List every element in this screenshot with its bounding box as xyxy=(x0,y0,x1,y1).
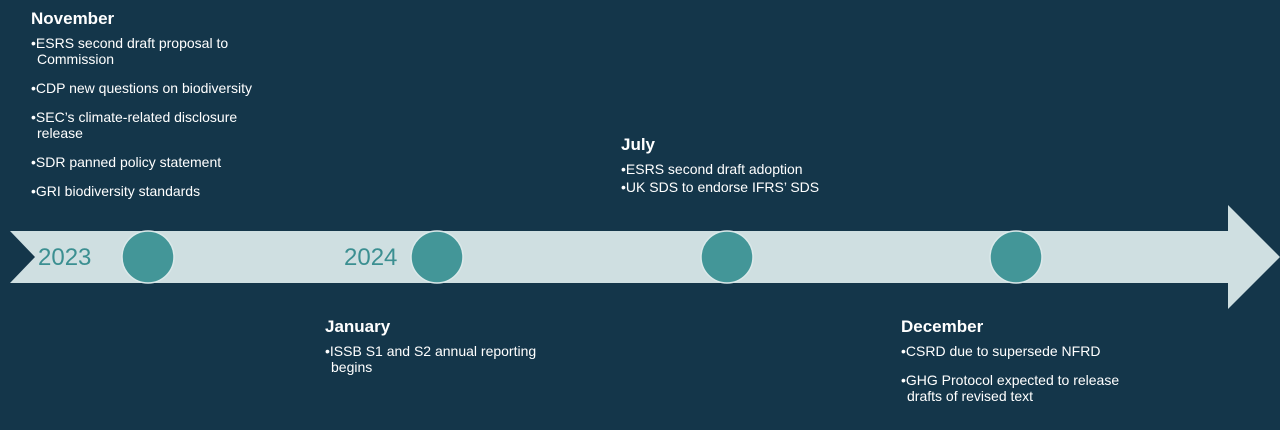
list-item: GHG Protocol expected to release drafts … xyxy=(901,372,1146,404)
event-july-title: July xyxy=(621,135,656,154)
event-july: July ESRS second draft adoption UK SDS t… xyxy=(621,135,881,197)
list-item: GRI biodiversity standards xyxy=(31,183,281,199)
event-january-title: January xyxy=(325,317,391,336)
list-item: CSRD due to supersede NFRD xyxy=(901,343,1146,359)
event-november-list: ESRS second draft proposal to Commission… xyxy=(31,35,281,199)
event-november-title: November xyxy=(31,9,115,28)
event-december-title: December xyxy=(901,317,984,336)
list-item: SDR panned policy statement xyxy=(31,154,281,170)
list-item: ESRS second draft adoption xyxy=(621,161,881,177)
event-january: January ISSB S1 and S2 annual reporting … xyxy=(325,317,565,388)
timeline-marker-january xyxy=(410,230,464,284)
timeline-arrow-shape xyxy=(10,205,1280,309)
list-item: UK SDS to endorse IFRS’ SDS xyxy=(621,179,881,195)
year-label-2024: 2024 xyxy=(344,244,398,271)
timeline-marker-november xyxy=(121,230,175,284)
timeline-marker-july xyxy=(700,230,754,284)
list-item: ISSB S1 and S2 annual reporting begins xyxy=(325,343,565,375)
event-july-list: ESRS second draft adoption UK SDS to end… xyxy=(621,161,881,195)
list-item: SEC’s climate-related disclosure release xyxy=(31,109,281,141)
list-item: CDP new questions on biodiversity xyxy=(31,80,281,96)
year-label-2023: 2023 xyxy=(38,244,92,271)
event-december: December CSRD due to supersede NFRD GHG … xyxy=(901,317,1146,417)
event-december-list: CSRD due to supersede NFRD GHG Protocol … xyxy=(901,343,1146,404)
event-january-list: ISSB S1 and S2 annual reporting begins xyxy=(325,343,565,375)
list-item: ESRS second draft proposal to Commission xyxy=(31,35,281,67)
timeline-marker-december xyxy=(989,230,1043,284)
event-november: November ESRS second draft proposal to C… xyxy=(31,9,281,212)
